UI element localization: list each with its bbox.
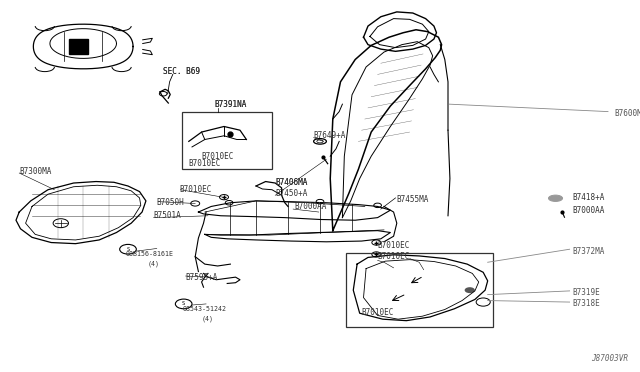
Ellipse shape [548, 195, 563, 201]
Bar [69, 39, 88, 54]
Text: B7318E: B7318E [573, 299, 600, 308]
Text: (4): (4) [202, 315, 214, 322]
Text: S: S [126, 247, 130, 252]
Text: J87003VR: J87003VR [591, 354, 628, 363]
Text: B7406MA: B7406MA [275, 178, 308, 187]
Text: B7000AA: B7000AA [573, 206, 605, 215]
Text: B7050H: B7050H [157, 198, 184, 207]
Text: B7455MA: B7455MA [397, 195, 429, 203]
Text: B7300MA: B7300MA [19, 167, 52, 176]
Text: B7010EC: B7010EC [378, 241, 410, 250]
Text: SEC. B69: SEC. B69 [163, 67, 200, 76]
Text: B7391NA: B7391NA [214, 100, 247, 109]
Text: B7000AA: B7000AA [294, 202, 327, 211]
Text: B7450+A: B7450+A [275, 189, 308, 198]
Text: B7595+A: B7595+A [186, 273, 218, 282]
Text: B7010EC: B7010EC [362, 308, 394, 317]
Text: 08B156-8161E: 08B156-8161E [126, 251, 174, 257]
Text: B7391NA: B7391NA [214, 100, 247, 109]
Text: B7372MA: B7372MA [573, 247, 605, 256]
Text: B7319E: B7319E [573, 288, 600, 296]
Text: B7600MA: B7600MA [614, 109, 640, 118]
Bar [182, 112, 272, 169]
Text: SEC. B69: SEC. B69 [163, 67, 200, 76]
Text: B7010EC: B7010EC [189, 159, 221, 168]
Circle shape [465, 287, 475, 293]
Bar [346, 253, 493, 327]
Text: 08543-51242: 08543-51242 [182, 306, 227, 312]
Text: B7649+A: B7649+A [314, 131, 346, 140]
Text: B7010EC: B7010EC [202, 152, 234, 161]
Text: B7010EC: B7010EC [179, 185, 212, 194]
Text: B7010EC: B7010EC [378, 252, 410, 261]
Text: (4): (4) [147, 260, 159, 267]
Text: B7406MA: B7406MA [275, 178, 308, 187]
Text: B7501A: B7501A [154, 211, 181, 220]
Text: S: S [182, 301, 186, 307]
Text: B7418+A: B7418+A [573, 193, 605, 202]
